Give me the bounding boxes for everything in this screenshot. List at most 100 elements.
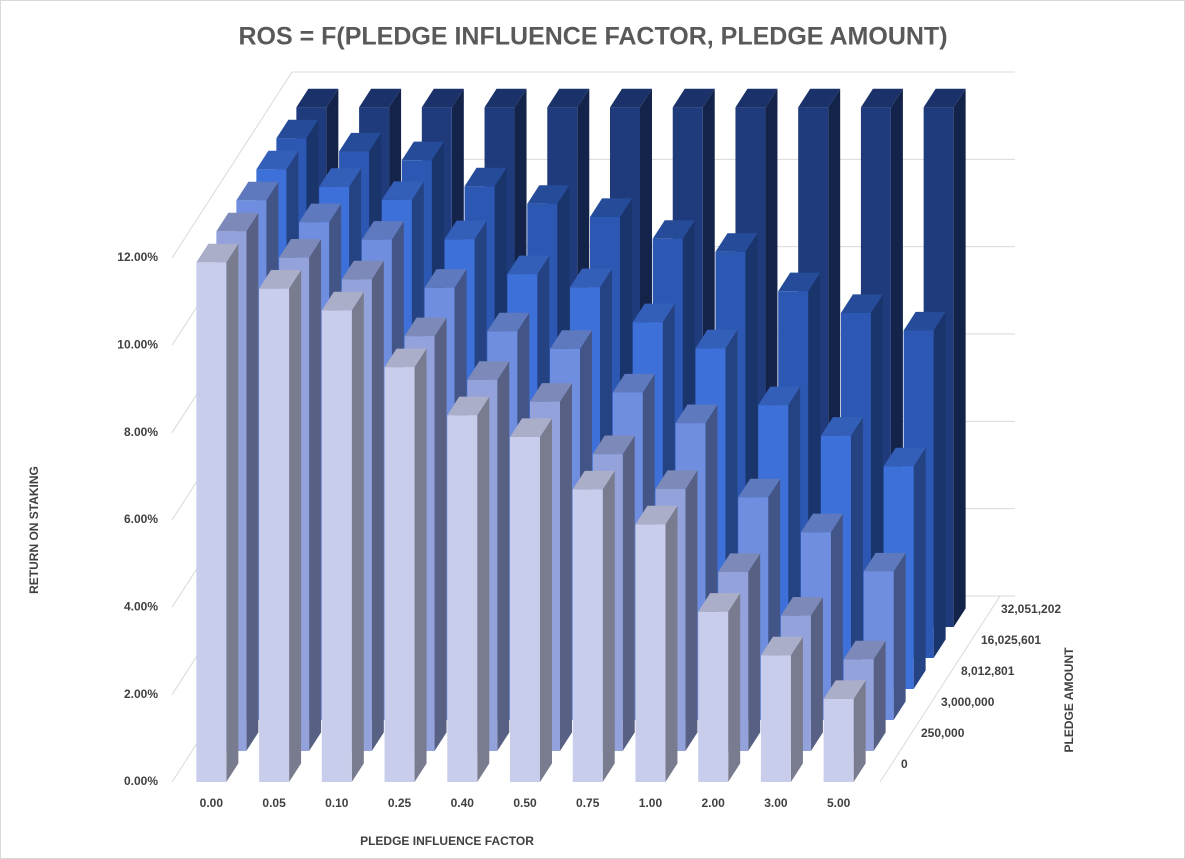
- bar-top: [570, 268, 612, 288]
- bar-top: [421, 88, 464, 108]
- z-axis-line: [879, 595, 1001, 783]
- bar: [259, 269, 302, 782]
- bar-side: [226, 243, 239, 782]
- bar: [384, 348, 427, 782]
- bar-top: [196, 243, 239, 263]
- bar-top: [715, 233, 758, 252]
- bar-top: [527, 185, 570, 204]
- bar-side: [246, 212, 259, 751]
- bar-top: [718, 553, 761, 572]
- x-tick-label: 0.25: [388, 796, 412, 810]
- bar-top: [424, 269, 467, 288]
- bar-front: [321, 310, 352, 782]
- bar-side: [790, 636, 803, 782]
- bar-top: [572, 470, 615, 490]
- bar-top: [299, 203, 342, 223]
- bar-top: [361, 221, 404, 240]
- chart-title: ROS = F(PLEDGE INFLUENCE FACTOR, PLEDGE …: [238, 23, 947, 51]
- x-tick-label: 3.00: [764, 796, 788, 810]
- bar-side: [434, 317, 447, 751]
- bar-top: [590, 198, 632, 217]
- x-tick-label: 0.00: [200, 796, 224, 810]
- bar-top: [530, 383, 572, 402]
- bar-side: [477, 396, 490, 782]
- bar-front: [823, 699, 854, 782]
- z-tick-label: 32,051,202: [1001, 602, 1061, 616]
- bar-top: [780, 597, 823, 616]
- bar-top: [655, 470, 698, 489]
- bar-side: [893, 552, 906, 720]
- bar-top: [695, 329, 738, 349]
- bar-top: [296, 88, 339, 108]
- y-tick-label: 0.00%: [124, 774, 158, 788]
- bar-front: [572, 489, 603, 782]
- bar-top: [444, 220, 487, 240]
- bar-top: [612, 373, 655, 393]
- bar-top: [467, 361, 510, 380]
- bar-front: [384, 367, 415, 782]
- z-tick-label: 16,025,601: [981, 633, 1041, 647]
- z-axis-title: PLEDGE AMOUNT: [1062, 647, 1076, 753]
- bar-top: [276, 119, 319, 139]
- bar-top: [735, 88, 778, 108]
- bar: [510, 418, 552, 782]
- x-tick-label: 2.00: [702, 796, 726, 810]
- bar-top: [843, 640, 886, 660]
- bar-side: [830, 513, 843, 720]
- bar-side: [810, 597, 823, 751]
- bar-side: [560, 383, 572, 751]
- bar-side: [933, 311, 946, 658]
- bar-top: [401, 141, 444, 161]
- bar-side: [540, 418, 552, 782]
- bar-top: [632, 303, 675, 323]
- bar: [823, 680, 866, 782]
- bar-front: [447, 415, 478, 782]
- bar-side: [913, 447, 926, 689]
- bar-top: [487, 312, 530, 332]
- bar-top: [319, 168, 362, 187]
- bar-side: [309, 238, 322, 751]
- y-axis-title: RETURN ON STAKING: [27, 466, 41, 594]
- bar-top: [384, 348, 427, 368]
- bar-side: [622, 435, 635, 751]
- bar-top: [823, 680, 866, 700]
- bar-top: [903, 311, 946, 331]
- bar-top: [236, 181, 279, 201]
- bar-top: [447, 396, 490, 416]
- bar-top: [840, 294, 883, 314]
- bar-top: [635, 505, 678, 525]
- bar-top: [592, 435, 635, 455]
- bar: [447, 396, 490, 782]
- bar-top: [760, 636, 803, 656]
- z-tick-label: 0: [901, 757, 908, 771]
- z-tick-label: 8,012,801: [961, 664, 1015, 678]
- bar-side: [414, 348, 427, 782]
- bar-side: [289, 269, 302, 782]
- bar-top: [259, 269, 302, 289]
- x-tick-label: 0.50: [513, 796, 537, 810]
- bar: [760, 636, 803, 782]
- y-tick-label: 12.00%: [117, 250, 158, 264]
- bar: [572, 470, 615, 782]
- z-tick-label: 250,000: [921, 726, 965, 740]
- bar: [698, 593, 741, 782]
- bar-front: [196, 262, 227, 782]
- x-tick-label: 0.40: [451, 796, 475, 810]
- bar-front: [760, 655, 791, 782]
- bar-top: [510, 418, 552, 438]
- y-tick-label: 2.00%: [124, 687, 158, 701]
- bar-top: [341, 260, 384, 280]
- bar-top: [507, 255, 550, 275]
- bar-side: [602, 470, 615, 782]
- bar-top: [464, 167, 507, 187]
- bar-top: [404, 317, 447, 337]
- bar-side: [497, 361, 510, 751]
- bar-side: [728, 593, 741, 782]
- bar-top: [339, 132, 382, 152]
- bar-top: [738, 478, 781, 498]
- bar: [196, 243, 239, 782]
- bar-top: [923, 88, 966, 108]
- z-tick-label: 3,000,000: [941, 695, 995, 709]
- bar-top: [883, 447, 926, 467]
